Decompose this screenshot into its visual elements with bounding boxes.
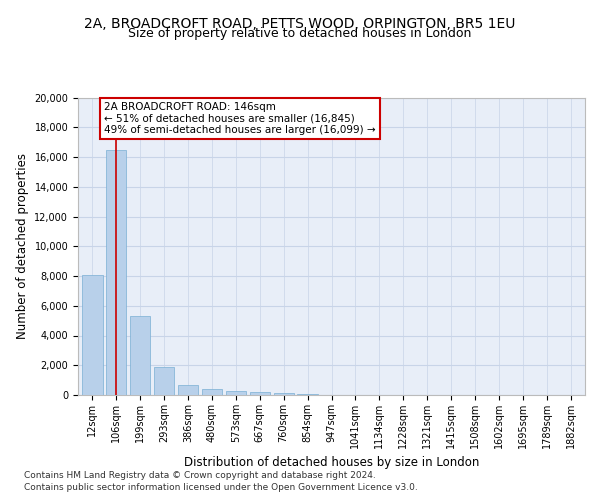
Text: Contains public sector information licensed under the Open Government Licence v3: Contains public sector information licen…	[24, 483, 418, 492]
Bar	[106, 150, 127, 395]
Text: 2A, BROADCROFT ROAD, PETTS WOOD, ORPINGTON, BR5 1EU: 2A, BROADCROFT ROAD, PETTS WOOD, ORPINGT…	[85, 18, 515, 32]
Text: 2A BROADCROFT ROAD: 146sqm
← 51% of detached houses are smaller (16,845)
49% of : 2A BROADCROFT ROAD: 146sqm ← 51% of deta…	[104, 102, 376, 135]
Bar	[250, 392, 270, 395]
Bar	[154, 368, 174, 395]
Text: Size of property relative to detached houses in London: Size of property relative to detached ho…	[128, 28, 472, 40]
Text: Contains HM Land Registry data © Crown copyright and database right 2024.: Contains HM Land Registry data © Crown c…	[24, 472, 376, 480]
Y-axis label: Number of detached properties: Number of detached properties	[16, 153, 29, 340]
Bar	[274, 392, 294, 395]
Bar	[226, 391, 246, 395]
Bar	[82, 274, 103, 395]
X-axis label: Distribution of detached houses by size in London: Distribution of detached houses by size …	[184, 456, 479, 469]
Bar	[298, 394, 318, 395]
Bar	[178, 385, 198, 395]
Bar	[202, 390, 222, 395]
Bar	[130, 316, 151, 395]
